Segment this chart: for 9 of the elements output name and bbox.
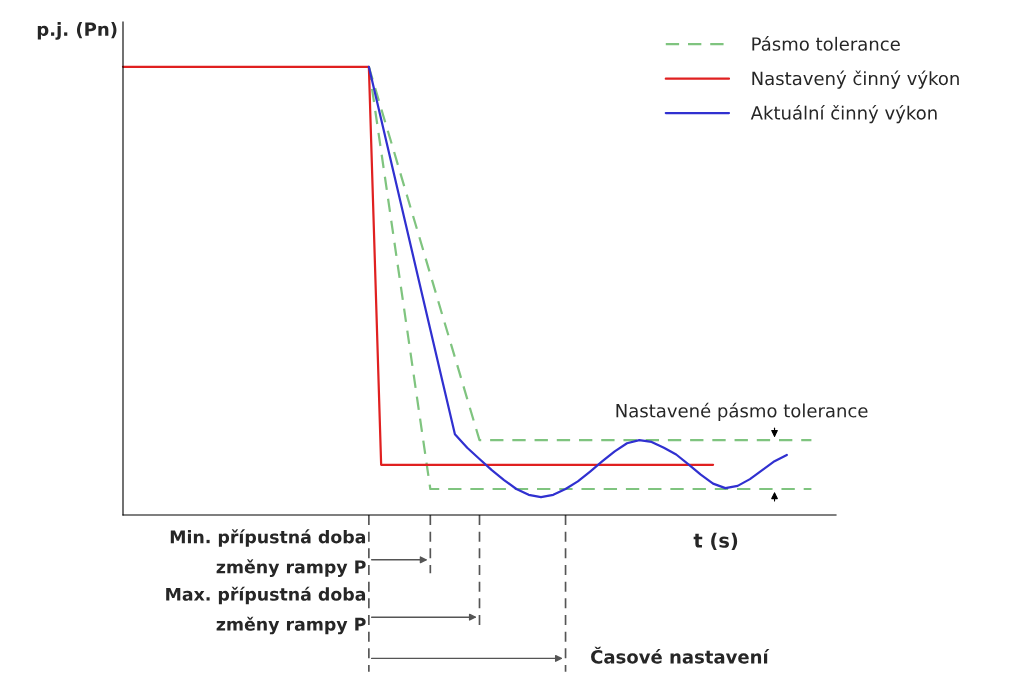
text: Max. přípustná doba změny rampy P: [166, 586, 366, 635]
legend-label: Pásmo tolerance: [752, 36, 900, 51]
x-axis-title: t (s): [693, 532, 738, 551]
text: Časové nastavení: [591, 646, 770, 664]
y-axis-title: p.j. (Pn): [37, 22, 117, 40]
legend-label: Nastavený činný výkon: [752, 70, 959, 89]
text: Min. přípustná doba změny rampy P: [170, 529, 366, 577]
annotation: Nastavené pásmo tolerance: [616, 402, 868, 422]
legend-label: Aktuální činný výkon: [750, 105, 937, 124]
